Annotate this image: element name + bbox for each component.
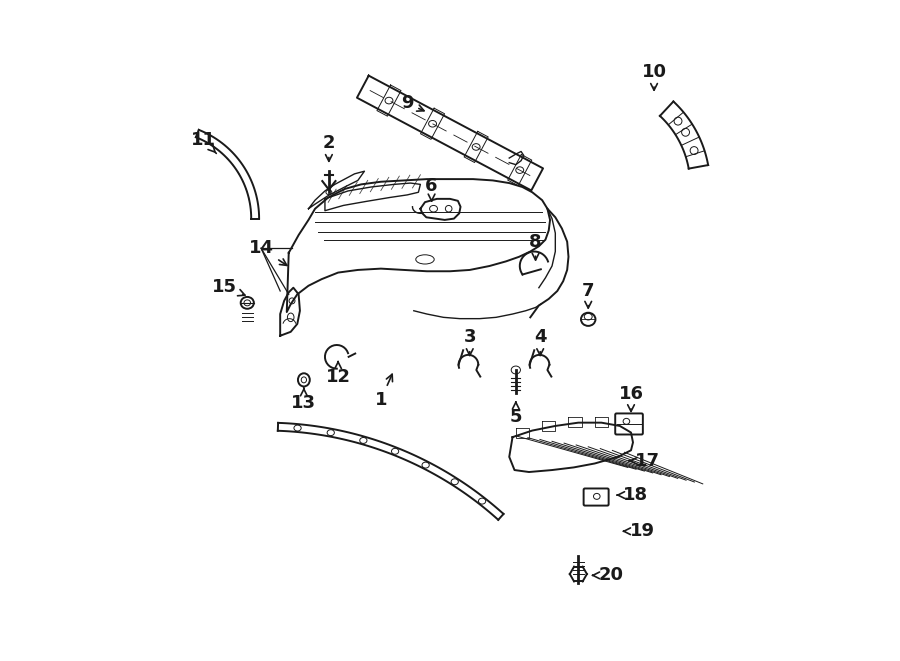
Text: 1: 1: [374, 374, 392, 408]
Text: 8: 8: [529, 233, 542, 260]
Text: 19: 19: [624, 522, 654, 540]
Text: 15: 15: [212, 278, 245, 296]
Text: 20: 20: [592, 566, 624, 584]
Text: 2: 2: [322, 134, 335, 161]
Text: 4: 4: [534, 328, 546, 356]
Text: 6: 6: [426, 176, 437, 201]
Text: 11: 11: [191, 131, 216, 153]
Text: 3: 3: [464, 328, 476, 356]
Text: 13: 13: [292, 388, 317, 412]
Text: 12: 12: [326, 362, 351, 385]
Text: 9: 9: [401, 95, 424, 112]
Text: 14: 14: [248, 239, 287, 266]
Text: 17: 17: [629, 452, 660, 470]
Text: 16: 16: [618, 385, 644, 411]
Text: 7: 7: [582, 282, 595, 308]
Text: 5: 5: [509, 402, 522, 426]
Text: 10: 10: [642, 63, 667, 90]
Text: 18: 18: [617, 486, 648, 504]
